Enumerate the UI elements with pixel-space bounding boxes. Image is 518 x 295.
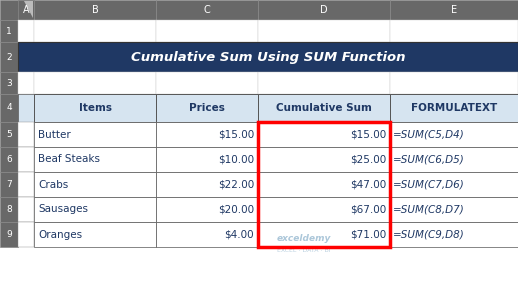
Bar xyxy=(0,0,34,20)
Bar xyxy=(156,94,258,122)
Text: =SUM(C7,D6): =SUM(C7,D6) xyxy=(393,179,465,189)
Text: Sausages: Sausages xyxy=(38,204,88,214)
Text: $15.00: $15.00 xyxy=(350,130,386,140)
Text: EXCEL · DATA · BI: EXCEL · DATA · BI xyxy=(277,248,331,253)
Bar xyxy=(390,72,518,94)
Bar xyxy=(0,94,18,122)
Bar xyxy=(0,72,18,94)
Text: FORMULATEXT: FORMULATEXT xyxy=(411,103,497,113)
Bar xyxy=(390,122,518,147)
Bar xyxy=(0,197,18,222)
Text: 4: 4 xyxy=(6,104,12,112)
Text: 7: 7 xyxy=(6,180,12,189)
Text: $4.00: $4.00 xyxy=(224,230,254,240)
Bar xyxy=(18,20,34,42)
Text: Beaf Steaks: Beaf Steaks xyxy=(38,155,100,165)
Text: $47.00: $47.00 xyxy=(350,179,386,189)
Bar xyxy=(18,72,34,94)
Bar xyxy=(0,42,18,72)
Bar xyxy=(390,20,518,42)
Text: $71.00: $71.00 xyxy=(350,230,386,240)
Text: Prices: Prices xyxy=(189,103,225,113)
Bar xyxy=(0,20,18,42)
Text: E: E xyxy=(451,5,457,15)
Bar xyxy=(156,122,258,147)
Text: 5: 5 xyxy=(6,130,12,139)
Bar xyxy=(34,222,156,247)
Bar xyxy=(390,222,518,247)
Text: Butter: Butter xyxy=(38,130,71,140)
Text: =SUM(C5,D4): =SUM(C5,D4) xyxy=(393,130,465,140)
Bar xyxy=(390,197,518,222)
Bar xyxy=(0,122,18,147)
Text: =SUM(C8,D7): =SUM(C8,D7) xyxy=(393,204,465,214)
Bar xyxy=(0,172,18,197)
Bar xyxy=(34,147,156,172)
Bar xyxy=(34,197,156,222)
Text: $25.00: $25.00 xyxy=(350,155,386,165)
Bar xyxy=(156,172,258,197)
Bar xyxy=(156,197,258,222)
Bar xyxy=(34,0,156,20)
Bar xyxy=(156,20,258,42)
Bar xyxy=(258,172,390,197)
Bar xyxy=(18,122,34,147)
Bar xyxy=(258,94,390,122)
Bar xyxy=(18,147,34,172)
Bar xyxy=(18,0,34,20)
Text: Oranges: Oranges xyxy=(38,230,82,240)
Text: =SUM(C9,D8): =SUM(C9,D8) xyxy=(393,230,465,240)
Bar xyxy=(156,147,258,172)
Text: $67.00: $67.00 xyxy=(350,204,386,214)
Text: Items: Items xyxy=(79,103,111,113)
Text: C: C xyxy=(204,5,210,15)
Text: =SUM(C6,D5): =SUM(C6,D5) xyxy=(393,155,465,165)
Text: 2: 2 xyxy=(6,53,12,61)
Text: Cumulative Sum: Cumulative Sum xyxy=(276,103,372,113)
Text: $22.00: $22.00 xyxy=(218,179,254,189)
Text: 8: 8 xyxy=(6,205,12,214)
Bar xyxy=(0,147,18,172)
Text: Crabs: Crabs xyxy=(38,179,68,189)
Bar xyxy=(258,147,390,172)
Bar xyxy=(18,222,34,247)
Bar xyxy=(18,172,34,197)
Text: $10.00: $10.00 xyxy=(218,155,254,165)
Bar xyxy=(18,94,34,122)
Bar xyxy=(390,147,518,172)
Bar xyxy=(258,122,390,147)
Bar xyxy=(0,222,18,247)
Text: A: A xyxy=(23,5,30,15)
Text: B: B xyxy=(92,5,98,15)
Bar xyxy=(156,222,258,247)
Bar xyxy=(258,20,390,42)
Bar xyxy=(34,20,156,42)
Text: Cumulative Sum Using SUM Function: Cumulative Sum Using SUM Function xyxy=(131,50,405,63)
Bar xyxy=(390,94,518,122)
Text: 9: 9 xyxy=(6,230,12,239)
Text: exceldemy: exceldemy xyxy=(277,234,332,243)
Bar xyxy=(258,122,390,247)
Text: D: D xyxy=(320,5,328,15)
Polygon shape xyxy=(24,1,33,18)
Text: $15.00: $15.00 xyxy=(218,130,254,140)
Bar xyxy=(34,122,156,147)
Bar xyxy=(34,72,156,94)
Bar xyxy=(18,42,518,72)
Bar xyxy=(258,222,390,247)
Bar xyxy=(18,197,34,222)
Bar xyxy=(156,0,258,20)
Text: $20.00: $20.00 xyxy=(218,204,254,214)
Bar xyxy=(390,0,518,20)
Bar xyxy=(390,172,518,197)
Text: 3: 3 xyxy=(6,78,12,88)
Bar xyxy=(258,197,390,222)
Bar xyxy=(258,0,390,20)
Bar xyxy=(34,172,156,197)
Bar xyxy=(156,72,258,94)
Bar xyxy=(258,72,390,94)
Bar xyxy=(34,94,156,122)
Text: 6: 6 xyxy=(6,155,12,164)
Text: 1: 1 xyxy=(6,27,12,35)
